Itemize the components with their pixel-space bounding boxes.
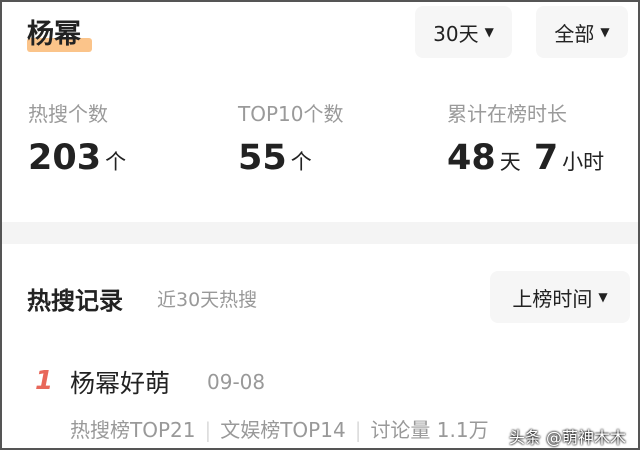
record-meta: 热搜榜TOP21 | 文娱榜TOP14 | 讨论量 1.1万 [70, 414, 489, 443]
stat-unit: 个 [105, 150, 127, 174]
sort-button[interactable]: 上榜时间 ▼ [490, 271, 630, 323]
period-filter-button[interactable]: 30天 ▼ [415, 6, 512, 58]
record-date: 09-08 [207, 370, 266, 394]
watermark: 头条 @萌神木木 [508, 428, 626, 447]
caret-down-icon: ▼ [600, 25, 610, 39]
stat-unit: 天 [499, 150, 521, 174]
records-subtitle: 近30天热搜 [157, 289, 258, 311]
stat-label-top10-count: TOP10个数 [238, 102, 344, 126]
stat-label-hot-count: 热搜个数 [28, 102, 108, 126]
stat-number: 55 [238, 138, 287, 178]
page-title: 杨幂 [27, 19, 81, 50]
divider: | [354, 418, 362, 442]
meta-discussion: 讨论量 1.1万 [370, 418, 489, 442]
section-divider [2, 222, 638, 244]
stat-number: 203 [28, 138, 102, 178]
stat-unit: 小时 [562, 150, 605, 174]
stat-value-duration: 48 天 7 小时 [447, 138, 604, 178]
record-title[interactable]: 杨幂好萌 [70, 369, 171, 398]
caret-down-icon: ▼ [598, 290, 608, 304]
records-title: 热搜记录 [27, 287, 123, 315]
title-highlight [27, 38, 92, 52]
meta-hot-rank: 热搜榜TOP21 [70, 418, 196, 442]
divider: | [204, 418, 212, 442]
stat-number: 7 [533, 138, 559, 178]
stat-number: 48 [447, 138, 496, 178]
scope-filter-button[interactable]: 全部 ▼ [536, 6, 628, 58]
stat-value-top10-count: 55 个 [238, 138, 312, 178]
caret-down-icon: ▼ [484, 25, 494, 39]
record-rank: 1 [35, 366, 54, 396]
stat-label-duration: 累计在榜时长 [447, 102, 567, 126]
period-filter-label: 30天 [433, 21, 479, 46]
stat-value-hot-count: 203 个 [28, 138, 126, 178]
stat-unit: 个 [290, 150, 312, 174]
sort-label: 上榜时间 [512, 286, 593, 311]
scope-filter-label: 全部 [554, 21, 595, 46]
meta-ent-rank: 文娱榜TOP14 [220, 418, 346, 442]
